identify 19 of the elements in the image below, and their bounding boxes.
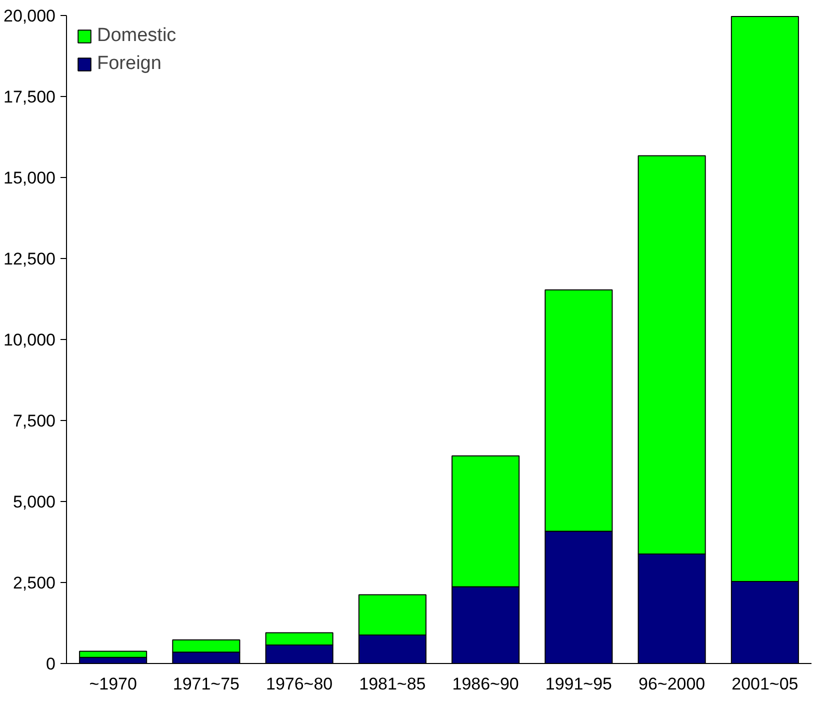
x-tick-label: ~1970 <box>89 674 137 694</box>
x-tick-label: 2001~05 <box>732 674 798 694</box>
y-tick-label: 12,500 <box>4 250 56 268</box>
y-tick-label: 7,500 <box>12 412 56 430</box>
y-tick-label: 0 <box>46 654 56 674</box>
x-tick-label: 1991~95 <box>545 674 612 694</box>
y-tick-label: 15,000 <box>4 168 56 188</box>
legend-label: Foreign <box>97 53 162 75</box>
x-tick-label: 1971~75 <box>172 674 240 694</box>
y-tick-label: 20,000 <box>4 6 56 26</box>
x-tick-label: 1981~85 <box>359 674 426 694</box>
legend-label: Domestic <box>97 25 176 47</box>
x-tick-label: 1986~90 <box>452 674 519 694</box>
x-tick-label: 96~2000 <box>638 674 706 694</box>
x-tick-label: 1976~80 <box>266 674 333 694</box>
y-tick-label: 10,000 <box>4 330 56 350</box>
y-tick-label: 17,500 <box>4 88 56 106</box>
y-tick-label: 5,000 <box>12 492 56 512</box>
y-tick-label: 2,500 <box>12 574 56 592</box>
